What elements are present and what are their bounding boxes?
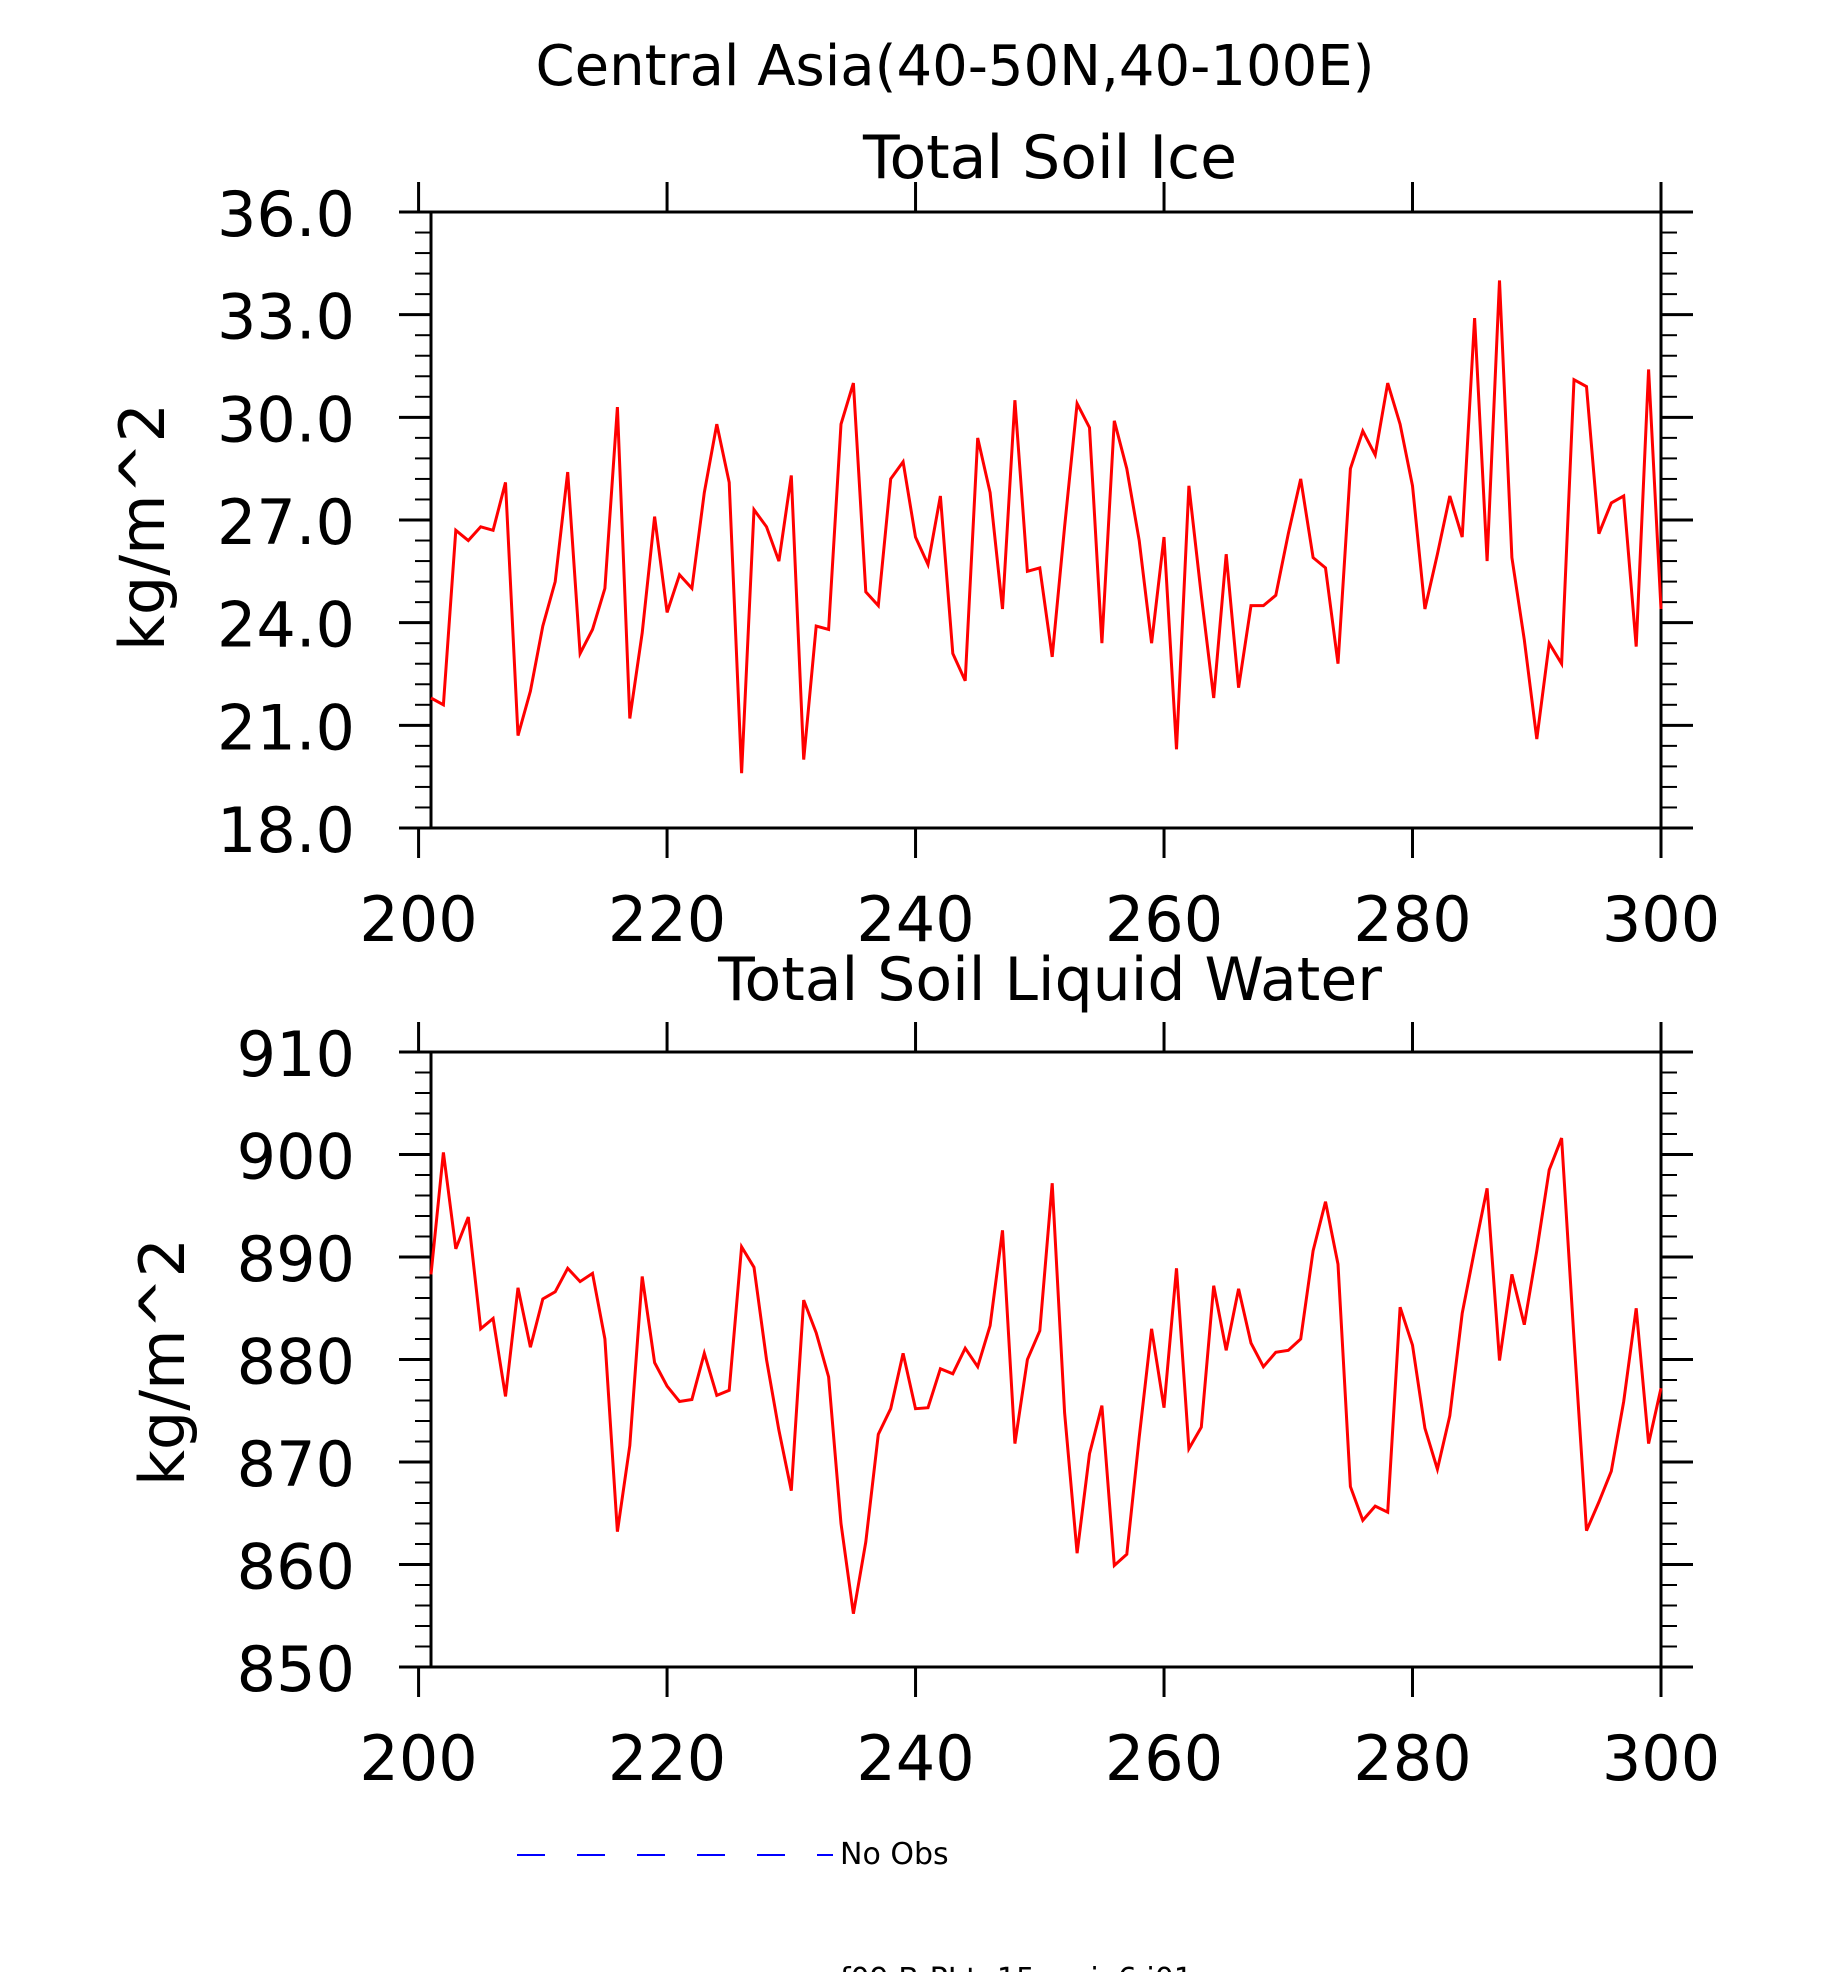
figure-title: Central Asia(40-50N,40-100E) <box>536 34 1375 99</box>
x-tick-label: 220 <box>608 1722 726 1795</box>
x-tick-label: 280 <box>1353 1722 1471 1795</box>
y-tick-label: 900 <box>237 1121 355 1194</box>
x-tick-label: 200 <box>359 883 477 956</box>
y-tick-label: 860 <box>237 1531 355 1604</box>
y-tick-label: 27.0 <box>217 486 355 559</box>
chart-title: Total Soil Liquid Water <box>717 945 1382 1015</box>
legend-label-no-obs: No Obs <box>840 1837 949 1872</box>
chart-panel-soil-ice: Total Soil Ice kg/m^2 200 220 240 260 280 300… <box>106 123 1720 956</box>
y-tick-label: 24.0 <box>217 589 355 662</box>
series-line <box>430 280 1663 774</box>
y-axis-label: kg/m^2 <box>106 403 179 651</box>
legend: No Obs f09.B-PI.tn15.cmip6.j01.re <box>517 1837 1233 1972</box>
series-line <box>429 1137 1663 1614</box>
plot-frame <box>429 210 1663 830</box>
x-tick-label: 220 <box>608 883 726 956</box>
y-tick-label: 870 <box>237 1428 355 1501</box>
x-tick-label: 300 <box>1602 1722 1720 1795</box>
x-tick-label: 260 <box>1105 883 1223 956</box>
y-tick-label: 21.0 <box>217 691 355 764</box>
x-tick-label: 240 <box>856 883 974 956</box>
y-tick-label: 890 <box>237 1223 355 1296</box>
y-tick-label: 910 <box>237 1018 355 1091</box>
y-tick-label: 18.0 <box>217 794 355 867</box>
x-tick-label: 200 <box>359 1722 477 1795</box>
y-tick-label: 36.0 <box>217 178 355 251</box>
y-tick-label: 30.0 <box>217 383 355 456</box>
chart-title: Total Soil Ice <box>862 123 1237 193</box>
y-tick-label: 850 <box>237 1633 355 1706</box>
x-tick-label: 280 <box>1353 883 1471 956</box>
chart-panel-soil-liquid-water: Total Soil Liquid Water kg/m^2 200 220 240… <box>126 945 1720 1795</box>
x-tick-label: 240 <box>856 1722 974 1795</box>
y-tick-label: 33.0 <box>217 281 355 354</box>
y-axis-label: kg/m^2 <box>126 1238 199 1486</box>
legend-label-model: f09.B-PI.tn15.cmip6.j01.re <box>840 1962 1233 1972</box>
plot-frame <box>429 1050 1663 1669</box>
x-tick-label: 260 <box>1105 1722 1223 1795</box>
y-tick-label: 880 <box>237 1326 355 1399</box>
x-tick-label: 300 <box>1602 883 1720 956</box>
